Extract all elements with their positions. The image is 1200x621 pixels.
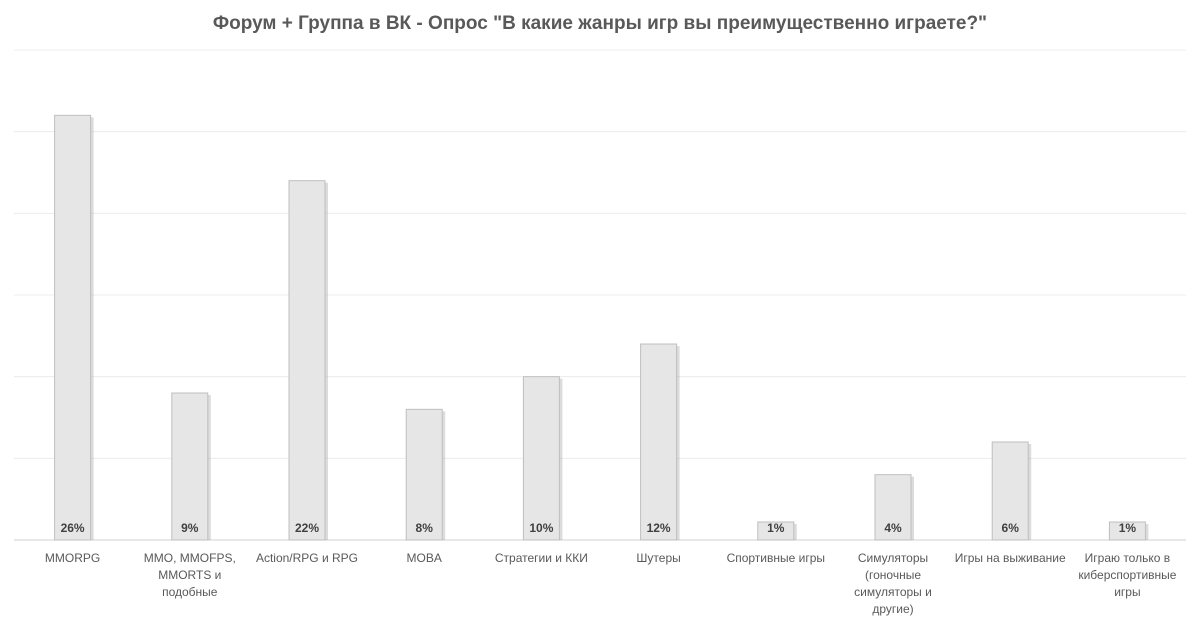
bars	[54, 114, 1149, 541]
bar-6	[757, 521, 795, 541]
data-label-7: 4%	[884, 521, 902, 535]
category-label-0: MMORPG	[44, 551, 101, 565]
category-label-8: Игры на выживание	[954, 551, 1066, 565]
category-label-2: Action/RPG и RPG	[255, 551, 359, 565]
data-label-8: 6%	[1002, 521, 1020, 535]
bar-2	[288, 180, 326, 541]
bar-8	[991, 441, 1029, 541]
category-label-5: Шутеры	[636, 551, 681, 565]
data-label-4: 10%	[529, 521, 553, 535]
category-label-7: Симуляторы (гоночные симуляторы и другие…	[854, 551, 932, 616]
category-label-6: Спортивные игры	[726, 551, 826, 565]
category-label-4: Стратегии и ККИ	[494, 551, 588, 565]
chart-title: Форум + Группа в ВК - Опрос "В какие жан…	[212, 13, 988, 34]
data-label-0: 26%	[61, 521, 85, 535]
bar-1	[171, 392, 209, 541]
category-label-3: MOBA	[406, 551, 442, 565]
bar-9	[1108, 521, 1146, 541]
bar-4	[522, 376, 560, 541]
category-label-9: Играю только в киберспортивные игры	[1078, 551, 1177, 599]
data-label-5: 12%	[647, 521, 671, 535]
data-label-2: 22%	[295, 521, 319, 535]
bar-7	[874, 474, 912, 541]
bar-3	[405, 408, 443, 541]
data-label-6: 1%	[767, 521, 785, 535]
data-label-9: 1%	[1119, 521, 1137, 535]
data-label-3: 8%	[416, 521, 434, 535]
bar-0	[54, 114, 92, 541]
grid-lines	[14, 49, 1186, 541]
category-label-1: MMO, MMOFPS, MMORTS и подобные	[143, 551, 236, 599]
data-label-1: 9%	[181, 521, 199, 535]
bar-5	[640, 343, 678, 541]
data-labels: 26% 9% 22% 8% 10% 12% 1% 4% 6% 1%	[61, 521, 1137, 535]
